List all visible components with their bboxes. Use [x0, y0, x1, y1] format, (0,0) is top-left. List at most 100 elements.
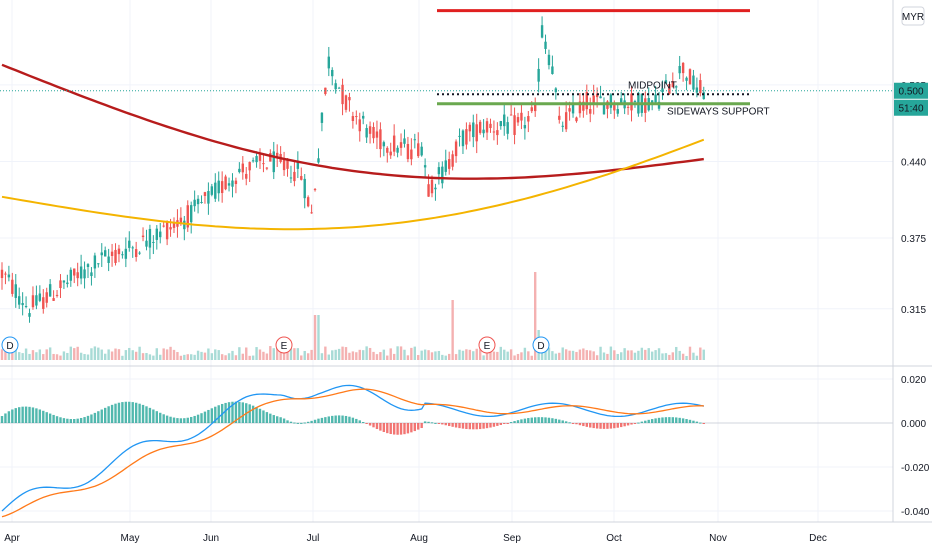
volume-bar [650, 351, 654, 360]
candle-body [613, 105, 616, 111]
volume-bar [534, 272, 537, 360]
candle-body [258, 153, 262, 161]
macd-histogram-bar [427, 421, 430, 423]
month-tick-label: May [121, 533, 140, 544]
macd-histogram-bar [76, 418, 79, 423]
candle-body [255, 156, 258, 163]
macd-histogram-bar [561, 420, 564, 423]
macd-histogram-bar [654, 418, 657, 423]
macd-histogram-bar [492, 423, 496, 427]
macd-histogram-bar [372, 423, 375, 428]
macd-histogram-bar [176, 418, 179, 423]
candle-body [358, 119, 361, 132]
macd-histogram-bar [0, 416, 4, 423]
candle-body [678, 66, 681, 74]
candle-body [11, 279, 14, 294]
event-marker [1, 336, 19, 354]
volume-bar [69, 346, 72, 360]
macd-histogram-bar [59, 417, 62, 423]
macd-histogram-bar [692, 420, 695, 423]
volume-bar [262, 351, 265, 360]
macd-histogram-bar [169, 416, 172, 423]
volume-bar [358, 349, 361, 360]
candle-body [681, 62, 685, 74]
volume-bar [685, 355, 688, 360]
macd-histogram-bar [148, 407, 152, 423]
candle-body [227, 183, 231, 186]
volume-bars [0, 272, 705, 360]
macd-histogram-bar [595, 423, 599, 429]
volume-bar [523, 347, 527, 360]
volume-bar [564, 349, 568, 360]
volume-bar [668, 354, 671, 360]
macd-histogram-bar [599, 423, 602, 429]
candle-body [269, 153, 272, 162]
macd-histogram-bar [554, 418, 558, 423]
macd-histogram-bar [48, 413, 52, 423]
volume-bar [21, 353, 24, 360]
candle-body [327, 56, 330, 69]
macd-histogram-bar [386, 423, 389, 434]
macd-histogram-bar [341, 415, 344, 423]
macd-histogram-bar [172, 417, 176, 423]
candle-body [155, 228, 158, 240]
macd-histogram-bar [69, 419, 72, 423]
candle-body [190, 205, 193, 223]
macd-histogram-bar [28, 406, 31, 423]
volume-bar [303, 350, 306, 360]
macd-histogram-bar [695, 421, 699, 423]
macd-histogram-bar [155, 411, 158, 423]
candle-body [564, 112, 568, 130]
volume-bar [28, 353, 31, 360]
candle-body [534, 102, 537, 112]
macd-histogram-bar [14, 408, 17, 423]
candle-body [571, 103, 575, 114]
candle-body [362, 115, 365, 119]
macd-histogram-bar [231, 401, 234, 423]
event-marker [275, 336, 293, 354]
candle-body [248, 162, 251, 171]
candle-body [396, 147, 399, 153]
volume-bar [38, 349, 42, 360]
macd-histogram-bar [485, 423, 489, 429]
macd-histogram-bar [251, 405, 255, 423]
volume-bar [306, 353, 310, 360]
macd-histogram-bar [468, 423, 472, 430]
volume-bar [561, 347, 564, 360]
volume-bar [702, 349, 705, 360]
candle-body [410, 149, 413, 160]
month-tick-label: Nov [709, 533, 727, 544]
volume-bar [265, 353, 269, 360]
volume-bar [547, 347, 551, 360]
macd-histogram-bar [506, 423, 509, 424]
candle-body [626, 106, 630, 108]
candle-body [551, 66, 554, 75]
volume-bar [506, 351, 509, 360]
volume-bar [155, 348, 158, 360]
candle-body [320, 112, 324, 123]
volume-bar [203, 352, 207, 360]
macd-histogram-bar [465, 423, 468, 430]
candle-body [368, 126, 372, 134]
macd-histogram-bar [90, 414, 93, 423]
volume-bar [59, 355, 62, 360]
macd-histogram-bar [131, 402, 134, 423]
macd-histogram-bar [589, 423, 592, 428]
candle-body [73, 268, 76, 276]
volume-bar [79, 352, 83, 360]
macd-histogram-bar [355, 418, 358, 423]
volume-bar [468, 349, 472, 360]
candle-body [159, 231, 162, 238]
macd-histogram-bar [179, 418, 183, 423]
macd-histogram-bar [527, 418, 530, 423]
macd-histogram-bar [664, 417, 668, 423]
candle-body [203, 192, 207, 197]
volume-bar [86, 354, 90, 360]
volume-bar [620, 352, 623, 360]
macd-histogram-bar [688, 419, 692, 423]
candle-body [578, 101, 582, 114]
volume-bar [633, 352, 637, 360]
volume-bar [196, 350, 200, 360]
macd-histogram-bar [104, 407, 107, 423]
